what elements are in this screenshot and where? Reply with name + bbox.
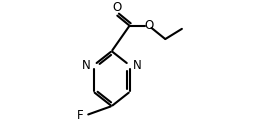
Text: N: N [133, 59, 141, 72]
Text: O: O [112, 1, 121, 14]
Text: O: O [144, 19, 153, 32]
Text: N: N [82, 59, 91, 72]
Text: F: F [77, 109, 84, 122]
